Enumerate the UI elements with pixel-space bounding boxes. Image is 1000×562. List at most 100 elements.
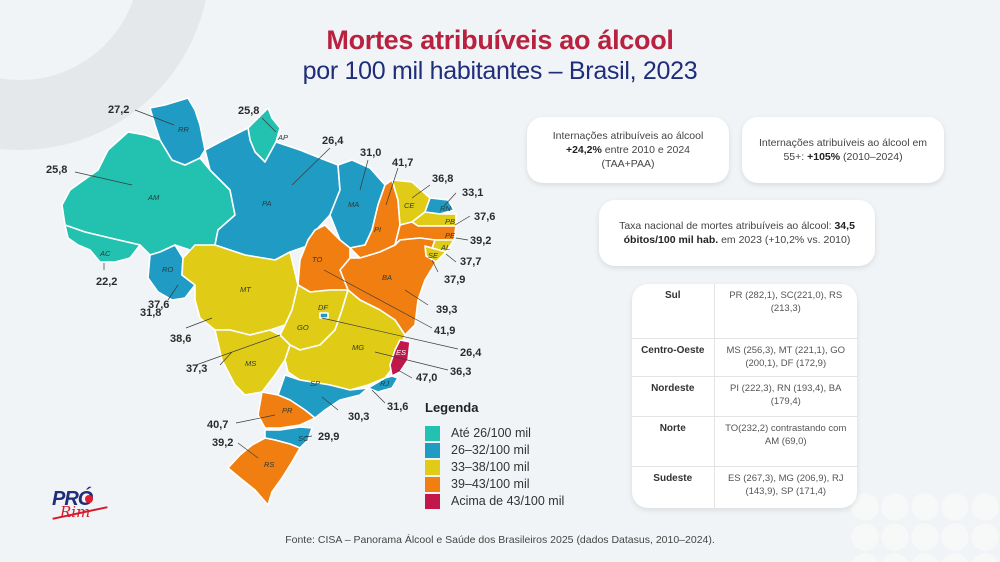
abbr-GO: GO <box>297 323 309 332</box>
state-MT[interactable] <box>181 244 299 336</box>
abbr-AC: AC <box>99 249 111 258</box>
value-SC: 29,9 <box>318 431 339 443</box>
value-RJ: 31,6 <box>387 401 408 413</box>
state-PR[interactable] <box>257 391 316 429</box>
value-SE: 37,9 <box>444 274 465 286</box>
legend-swatch <box>425 493 440 509</box>
value-AC: 22,2 <box>96 276 117 288</box>
region-name: Norte <box>632 416 715 467</box>
value-CE: 36,8 <box>432 173 453 185</box>
abbr-AP: AP <box>277 133 288 142</box>
stat-card-text: Internações atribuíveis ao álcool +24,2%… <box>552 130 704 170</box>
legend-swatch <box>425 442 440 458</box>
value-ES: 47,0 <box>416 372 437 384</box>
value-GO-visible: 38,6 <box>170 333 191 345</box>
state-RN[interactable] <box>424 197 455 215</box>
abbr-RJ: RJ <box>380 379 389 388</box>
value-MG: 36,3 <box>450 366 471 378</box>
state-RS[interactable] <box>227 437 301 506</box>
abbr-MG: MG <box>352 343 364 352</box>
pro-rim-logo: PRÓ Rim <box>50 488 112 528</box>
legend-item: 33–38/100 mil <box>425 459 564 475</box>
value-AP: 25,8 <box>238 105 259 117</box>
abbr-RO: RO <box>162 265 173 274</box>
legend-label: 39–43/100 mil <box>451 477 530 491</box>
region-name: Sul <box>632 284 715 339</box>
value-RS: 39,2 <box>212 437 233 449</box>
page-title-block: Mortes atribuíveis ao álcool por 100 mil… <box>0 24 1000 86</box>
value-SP: 30,3 <box>348 411 369 423</box>
abbr-SE: SE <box>428 251 439 260</box>
value-PB: 37,6 <box>474 211 495 223</box>
map-legend: Legenda Até 26/100 mil 26–32/100 mil 33–… <box>425 400 564 510</box>
abbr-TO: TO <box>312 255 322 264</box>
stat-card-internacoes-total: Internações atribuíveis ao álcool +24,2%… <box>527 117 729 183</box>
value-BA: 39,3 <box>436 304 457 316</box>
table-row: Norte TO(232,2) contrastando com AM (69,… <box>632 416 857 467</box>
page-title: Mortes atribuíveis ao álcool <box>326 25 674 55</box>
value-PE: 39,2 <box>470 235 491 247</box>
abbr-AL: AL <box>440 243 450 252</box>
table-row: Sul PR (282,1), SC(221,0), RS (213,3) <box>632 284 857 339</box>
value-RO: 31,8 <box>140 307 161 319</box>
abbr-PI: PI <box>374 225 381 234</box>
page-subtitle: por 100 mil habitantes – Brasil, 2023 <box>302 57 698 85</box>
leader-lines <box>74 109 471 459</box>
stat-card-text: Taxa nacional de mortes atribuíveis ao á… <box>619 220 855 246</box>
legend-label: 26–32/100 mil <box>451 443 530 457</box>
abbr-RS: RS <box>264 460 274 469</box>
abbr-DF: DF <box>318 303 328 312</box>
state-AC[interactable] <box>64 224 141 263</box>
stat-highlight: +24,2% <box>565 144 602 156</box>
abbr-SP: SP <box>310 379 320 388</box>
abbr-MA: MA <box>348 200 359 209</box>
stat-card-internacoes-55plus: Internações atribuíveis ao álcool em 55+… <box>742 117 944 183</box>
value-DF: 26,4 <box>460 347 482 359</box>
value-RR: 27,2 <box>108 104 129 116</box>
legend-label: Até 26/100 mil <box>451 426 531 440</box>
value-PA: 26,4 <box>322 135 344 147</box>
state-RR[interactable] <box>149 97 206 166</box>
abbr-MS: MS <box>245 359 256 368</box>
value-MT-visible: 37,6 <box>148 299 169 311</box>
legend-item: 26–32/100 mil <box>425 442 564 458</box>
source-note: Fonte: CISA – Panorama Álcool e Saúde do… <box>285 534 715 546</box>
region-details: ES (267,3), MG (206,9), RJ (143,9), SP (… <box>727 472 844 497</box>
abbr-RR: RR <box>178 125 189 134</box>
legend-item: Acima de 43/100 mil <box>425 493 564 509</box>
abbr-RN: RN <box>440 204 451 213</box>
legend-item: Até 26/100 mil <box>425 425 564 441</box>
legend-item: 39–43/100 mil <box>425 476 564 492</box>
region-details: PR (282,1), SC(221,0), RS (213,3) <box>714 284 857 339</box>
value-RN: 33,1 <box>462 187 483 199</box>
logo-dot-icon <box>85 495 93 503</box>
region-name: Sudeste <box>632 466 715 508</box>
table-row: Centro-Oeste MS (256,3), MT (221,1), GO … <box>632 338 857 377</box>
region-details: MS (256,3), MT (221,1), GO (200,1), DF (… <box>714 338 857 377</box>
decorative-dot-pattern <box>850 492 1000 562</box>
abbr-AM: AM <box>147 193 160 202</box>
value-PI: 41,7 <box>392 157 413 169</box>
region-details: TO(232,2) contrastando com AM (69,0) <box>714 416 857 467</box>
abbr-SC: SC <box>298 434 309 443</box>
legend-title: Legenda <box>425 400 479 415</box>
abbr-CE: CE <box>404 201 415 210</box>
stat-card-taxa-nacional: Taxa nacional de mortes atribuíveis ao á… <box>599 200 875 266</box>
region-name: Nordeste <box>632 376 715 417</box>
abbr-PA: PA <box>262 199 271 208</box>
legend-swatch <box>425 459 440 475</box>
brazil-choropleth-map: RR AP AM AC RO PA MA PI CE RN PB PE AL S… <box>46 97 495 506</box>
abbr-MT: MT <box>240 285 252 294</box>
logo-pro-text: PRÓ <box>52 488 93 510</box>
value-TO: 41,9 <box>434 325 455 337</box>
stat-card-text: Internações atribuíveis ao álcool em 55+… <box>758 137 928 163</box>
state-DF[interactable] <box>319 312 329 319</box>
legend-label: 33–38/100 mil <box>451 460 530 474</box>
table-row: Nordeste PI (222,3), RN (193,4), BA (179… <box>632 376 857 417</box>
value-AM: 25,8 <box>46 164 67 176</box>
abbr-BA: BA <box>382 273 392 282</box>
region-details: PI (222,3), RN (193,4), BA (179,4) <box>714 376 857 417</box>
stat-highlight: +105% <box>807 151 841 163</box>
stat-highlight: 34,5 óbitos/100 mil hab. <box>623 220 855 246</box>
region-name: Centro-Oeste <box>632 338 715 377</box>
